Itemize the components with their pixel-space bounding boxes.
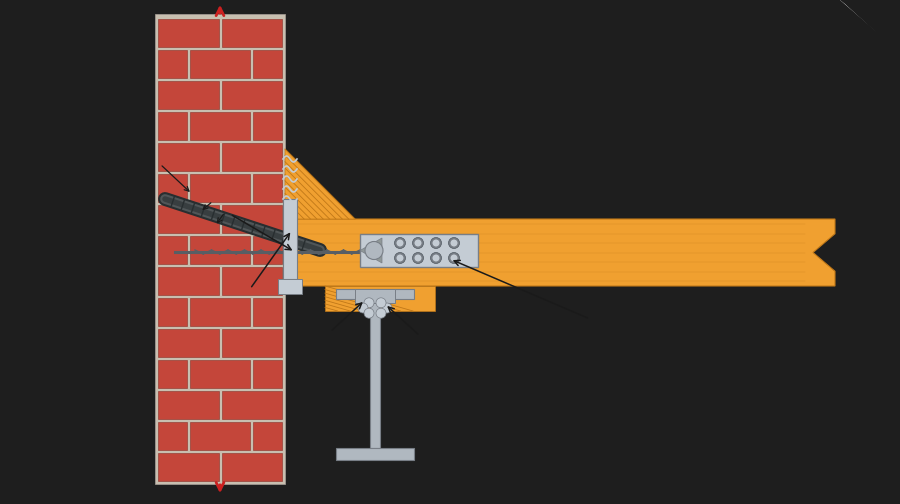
Bar — [253, 422, 282, 450]
Bar — [158, 329, 219, 357]
Bar — [221, 267, 282, 295]
Bar — [190, 174, 250, 202]
Bar — [355, 289, 395, 303]
Bar — [253, 50, 282, 78]
Circle shape — [430, 253, 442, 264]
Circle shape — [415, 255, 421, 262]
Bar — [158, 50, 187, 78]
Bar — [336, 448, 414, 460]
Polygon shape — [285, 149, 355, 219]
Bar — [190, 298, 250, 326]
Circle shape — [433, 255, 439, 262]
Circle shape — [364, 308, 374, 318]
Bar — [158, 81, 219, 109]
Bar — [221, 205, 282, 233]
Bar — [221, 391, 282, 419]
Bar — [158, 422, 187, 450]
Bar — [158, 360, 187, 388]
Bar — [190, 422, 250, 450]
Bar — [253, 298, 282, 326]
Bar — [253, 112, 282, 140]
Circle shape — [397, 239, 403, 246]
Bar — [360, 234, 478, 267]
Bar — [221, 329, 282, 357]
Bar — [253, 360, 282, 388]
Circle shape — [451, 239, 457, 246]
Circle shape — [448, 253, 460, 264]
Circle shape — [365, 241, 383, 260]
Bar — [158, 267, 219, 295]
Circle shape — [415, 239, 421, 246]
Bar — [190, 112, 250, 140]
Polygon shape — [840, 0, 900, 52]
Bar — [253, 236, 282, 264]
Bar — [325, 286, 435, 311]
Bar — [158, 205, 219, 233]
Circle shape — [451, 255, 457, 262]
Bar — [370, 299, 380, 448]
Circle shape — [448, 237, 460, 248]
Circle shape — [382, 303, 392, 313]
Bar — [158, 174, 187, 202]
Circle shape — [430, 237, 442, 248]
Bar — [336, 289, 414, 299]
Circle shape — [376, 298, 386, 308]
Circle shape — [412, 237, 424, 248]
Polygon shape — [840, 0, 900, 54]
Bar — [190, 50, 250, 78]
Polygon shape — [360, 238, 382, 263]
Bar — [221, 19, 282, 47]
Bar — [158, 19, 219, 47]
Circle shape — [394, 237, 406, 248]
Bar — [221, 81, 282, 109]
Bar — [158, 453, 219, 481]
Circle shape — [364, 298, 374, 308]
Bar — [158, 236, 187, 264]
Bar — [190, 236, 250, 264]
Circle shape — [358, 303, 368, 313]
Bar — [221, 453, 282, 481]
Bar — [283, 199, 297, 279]
Bar — [278, 279, 302, 294]
Bar — [158, 143, 219, 171]
Polygon shape — [845, 0, 900, 46]
Bar — [158, 112, 187, 140]
Bar — [155, 14, 285, 484]
Bar — [190, 360, 250, 388]
Circle shape — [394, 253, 406, 264]
Bar — [253, 174, 282, 202]
Circle shape — [412, 253, 424, 264]
Circle shape — [433, 239, 439, 246]
Circle shape — [397, 255, 403, 262]
Circle shape — [376, 308, 386, 318]
Polygon shape — [855, 0, 900, 42]
Bar — [221, 143, 282, 171]
Polygon shape — [285, 219, 835, 286]
Bar — [158, 391, 219, 419]
Bar — [158, 298, 187, 326]
